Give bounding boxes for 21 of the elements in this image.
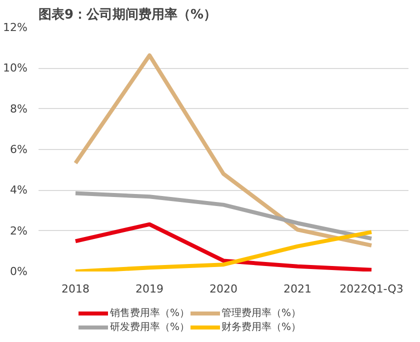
y-tick-label: 2% — [10, 224, 28, 238]
y-tick-label: 6% — [10, 143, 28, 156]
legend-label: 研发费用率（%） — [110, 320, 190, 334]
y-tick-label: 10% — [3, 62, 28, 75]
x-tick-label: 2021 — [284, 282, 312, 296]
legend-label: 管理费用率（%） — [222, 306, 302, 320]
x-tick-label: 2022Q1-Q3 — [340, 282, 404, 296]
x-tick-label: 2018 — [62, 282, 90, 296]
y-tick-label: 8% — [10, 102, 28, 116]
legend-label: 销售费用率（%） — [110, 306, 190, 320]
x-tick-label: 2020 — [210, 282, 238, 296]
line-series — [74, 222, 374, 272]
x-tick-label: 2019 — [136, 282, 164, 296]
y-tick-label: 0% — [10, 265, 28, 278]
chart-title: 图表9：公司期间费用率（%） — [38, 6, 217, 22]
y-tick-label: 12% — [3, 21, 28, 34]
legend-label: 财务费用率（%） — [222, 320, 302, 334]
y-tick-label: 4% — [10, 184, 28, 197]
line-series — [74, 191, 374, 241]
line-series — [74, 230, 374, 272]
line-series — [74, 53, 374, 248]
